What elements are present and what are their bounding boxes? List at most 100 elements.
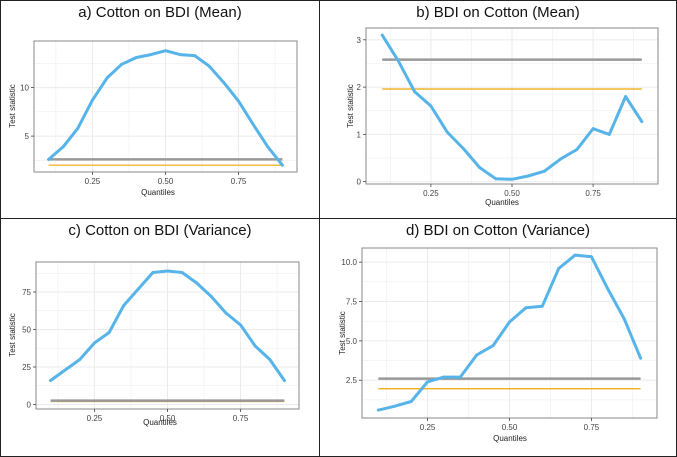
data-point [575,148,579,151]
x-tick-label: 0.75 [584,423,600,432]
data-point [63,368,67,372]
panel-d-title: d) BDI on Cotton (Variance) [406,222,590,239]
y-tick-label: 0 [357,178,362,187]
data-point [195,281,199,285]
data-point [178,53,182,56]
data-point [207,64,211,68]
y-tick-label: 1 [357,130,362,139]
data-point [76,126,80,130]
data-point [380,33,384,37]
data-point [78,358,82,361]
panel-a: a) Cotton on BDI (Mean) [0,0,320,219]
x-tick-label: 0.25 [87,414,103,423]
x-axis-title: Quantiles [143,418,177,427]
data-point [559,157,563,161]
y-tick-label: 3 [357,36,362,45]
data-point [376,408,380,412]
data-point [573,253,577,257]
chart-a: 0.25 0.50 0.75 5 10 Quantiles Test statistic [8,40,298,197]
y-tick-label: 10.0 [341,258,357,267]
panel-c: c) Cotton on BDI (Variance) [0,218,320,457]
data-point [253,344,257,348]
x-tick-label: 0.25 [423,189,439,198]
x-tick-label: 0.50 [160,414,176,423]
data-point [622,317,626,321]
data-point [151,271,155,274]
data-point [557,267,561,270]
data-point [222,81,226,85]
data-point [166,269,169,273]
data-point [393,404,397,408]
data-point [149,53,153,56]
y-tick-label: 7.5 [346,298,358,307]
data-point [510,177,514,181]
x-tick-label: 0.25 [85,177,101,186]
data-point [590,255,593,259]
data-point [266,145,270,149]
data-point [640,120,644,123]
data-point [47,157,51,161]
y-tick-label: 5 [25,132,30,141]
x-tick-label: 0.50 [502,423,518,432]
data-point [429,104,433,108]
chart-b: 0.25 0.50 0.75 0 1 2 3 Quantiles Test statistic [346,27,659,207]
data-point [508,320,511,324]
y-tick-label: 25 [22,363,31,372]
y-tick-label: 75 [22,288,31,297]
data-point [639,356,643,360]
data-point [93,341,96,345]
data-point [461,147,465,150]
data-point [180,271,184,274]
data-point [491,344,495,347]
y-axis-title: Test statistic [8,84,17,128]
data-point [280,163,284,167]
panel-b-title: b) BDI on Cotton (Mean) [416,4,580,21]
data-point [524,306,528,310]
data-point [543,169,546,173]
data-point [268,358,272,361]
data-point [237,99,240,103]
x-tick-label: 0.75 [585,189,601,198]
panel-b: b) BDI on Cotton (Mean) [319,0,677,219]
data-point [540,304,544,308]
x-axis-title: Quantiles [493,434,527,443]
data-point [164,49,167,53]
data-point [282,379,286,382]
y-axis-title: Test statistic [346,84,355,128]
data-point [91,98,94,102]
data-point [397,59,400,63]
data-point [445,130,449,134]
data-point [193,54,197,57]
data-point [494,177,498,181]
data-point [134,56,138,59]
x-axis-title: Quantiles [141,188,175,197]
data-point [107,331,111,334]
x-axis-title: Quantiles [485,198,519,207]
x-tick-label: 0.75 [231,177,247,186]
chart-c: 0.25 0.50 0.75 0 25 50 75 Quantiles Test statist… [8,261,300,427]
data-point [251,123,255,126]
panel-c-title: c) Cotton on BDI (Variance) [68,222,252,239]
y-tick-label: 50 [22,326,31,335]
y-axis-title: Test statistic [8,313,17,357]
data-point [120,62,124,66]
data-point [61,145,65,149]
data-point [458,375,462,379]
data-point [475,353,479,357]
data-point [478,166,481,169]
y-tick-label: 2 [357,83,362,92]
data-point [624,95,627,98]
x-tick-label: 0.50 [504,189,520,198]
chart-d: 0.25 0.50 0.75 2.5 5.0 7.5 10.0 Quantiles Test s… [338,247,658,443]
data-point [105,76,109,80]
data-point [526,174,530,178]
data-point [224,311,228,315]
y-axis-title: Test statistic [338,311,347,355]
y-tick-label: 0 [27,401,32,410]
data-point [591,127,595,131]
data-point [209,295,213,298]
data-point [122,304,126,307]
y-tick-label: 10 [20,84,29,93]
